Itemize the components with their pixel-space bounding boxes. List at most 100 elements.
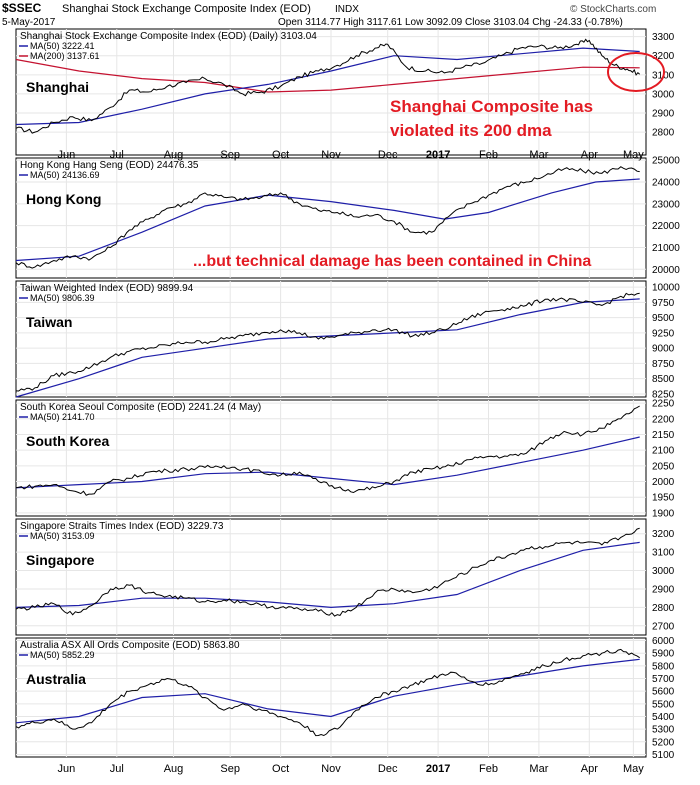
- annotation-shanghai-line1: Shanghai Composite has: [390, 97, 593, 116]
- panel-south-korea: 1900 1950 2000 2050 2100 2150 2200 2250 South Ko…: [15, 399, 675, 519]
- y-tick-label: 20000: [652, 265, 680, 276]
- x-tick-label: Oct: [272, 763, 289, 775]
- highlight-circle: [607, 52, 665, 92]
- panel-name: Shanghai: [26, 79, 89, 95]
- x-tick-label: May: [623, 763, 644, 775]
- y-tick-label: 5500: [652, 699, 675, 710]
- x-tick-label: Aug: [164, 763, 184, 775]
- y-tick-label: 2800: [652, 603, 675, 614]
- legend-ma50: MA(50) 3153.09: [30, 531, 95, 541]
- y-tick-label: 6000: [652, 636, 675, 647]
- legend-title: Hong Kong Hang Seng (EOD) 24476.35: [20, 160, 199, 171]
- price-line: [15, 648, 640, 737]
- date-label: 5-May-2017: [2, 17, 56, 28]
- price-line: [15, 527, 640, 617]
- y-tick-label: 5800: [652, 661, 675, 672]
- y-tick-label: 5900: [652, 649, 675, 660]
- y-tick-label: 2800: [652, 128, 675, 139]
- y-tick-label: 9750: [652, 298, 675, 309]
- legend-title: Taiwan Weighted Index (EOD) 9899.94: [20, 283, 194, 294]
- panel-name: Australia: [26, 671, 86, 687]
- y-tick-label: 5700: [652, 674, 675, 685]
- x-tick-label: 2017: [426, 149, 450, 161]
- x-tick-label: Apr: [581, 763, 598, 775]
- panel-hong-kong: 20000 21000 22000 23000 24000 25000 Hong Kong …: [15, 156, 680, 279]
- y-tick-label: 2250: [652, 399, 675, 410]
- panels: 2800 2900 3000 3100 3200 3300 Shanghai Stock E…: [15, 28, 680, 761]
- y-tick-label: 1950: [652, 493, 675, 504]
- y-tick-label: 8250: [652, 389, 675, 400]
- x-tick-label: Jun: [58, 763, 76, 775]
- ma50-line: [15, 47, 640, 126]
- y-tick-label: 2100: [652, 446, 675, 457]
- ma50-line: [15, 436, 640, 489]
- y-tick-label: 5400: [652, 712, 675, 723]
- y-tick-label: 2000: [652, 477, 675, 488]
- panel-singapore: 2700 2800 2900 3000 3100 3200 Singapore Strait…: [15, 518, 675, 636]
- price-line: [15, 166, 640, 269]
- x-tick-label: Dec: [378, 149, 398, 161]
- x-tick-label: Aug: [164, 149, 184, 161]
- ma200-line: [15, 58, 640, 93]
- panel-name: Singapore: [26, 552, 95, 568]
- watermark: © StockCharts.com: [570, 4, 656, 15]
- x-tick-label: Sep: [220, 149, 240, 161]
- y-tick-label: 2200: [652, 414, 675, 425]
- x-tick-label: Jul: [110, 763, 124, 775]
- ma50-line: [15, 298, 640, 398]
- x-tick-label: 2017: [426, 763, 450, 775]
- x-tick-label: Nov: [321, 149, 341, 161]
- y-tick-label: 2900: [652, 584, 675, 595]
- x-tick-label: Feb: [479, 149, 498, 161]
- header-title: Shanghai Stock Exchange Composite Index …: [62, 3, 311, 15]
- y-tick-label: 3200: [652, 51, 675, 62]
- x-tick-label: Feb: [479, 763, 498, 775]
- y-tick-label: 5300: [652, 725, 675, 736]
- x-tick-label: May: [623, 149, 644, 161]
- panel-taiwan: 8250 8500 8750 9000 9250 9500 9750 10000 Taiwan …: [15, 280, 680, 400]
- legend-ma50: MA(50) 9806.39: [30, 293, 95, 303]
- x-axis: Jun Jul Aug Sep Oct Nov Dec 2017 Feb Mar Apr May Jun…: [58, 149, 645, 775]
- x-tick-label: Jun: [58, 149, 76, 161]
- y-tick-label: 9500: [652, 313, 675, 324]
- legend-ma50: MA(50) 2141.70: [30, 412, 95, 422]
- symbol-label: $SSEC: [2, 1, 42, 15]
- y-tick-label: 2050: [652, 461, 675, 472]
- legend-title: Australia ASX All Ords Composite (EOD) 5…: [20, 640, 240, 651]
- ohlc-readout: Open 3114.77 High 3117.61 Low 3092.09 Cl…: [278, 17, 623, 28]
- panel-name: Taiwan: [26, 314, 72, 330]
- y-tick-label: 5600: [652, 687, 675, 698]
- y-tick-label: 8500: [652, 374, 675, 385]
- y-tick-label: 1900: [652, 508, 675, 519]
- y-tick-label: 8750: [652, 359, 675, 370]
- price-line: [15, 405, 640, 496]
- y-tick-label: 3000: [652, 566, 675, 577]
- y-tick-label: 10000: [652, 283, 680, 294]
- x-tick-label: Nov: [321, 763, 341, 775]
- legend-ma50: MA(50) 24136.69: [30, 170, 100, 180]
- x-tick-label: Oct: [272, 149, 289, 161]
- price-line: [15, 38, 641, 134]
- legend-ma50: MA(50) 3222.41: [30, 41, 95, 51]
- y-tick-label: 25000: [652, 156, 680, 167]
- y-tick-label: 3200: [652, 529, 675, 540]
- ma50-line: [15, 178, 640, 262]
- x-tick-label: Mar: [529, 763, 548, 775]
- legend-title: Singapore Straits Times Index (EOD) 3229…: [20, 521, 224, 532]
- x-tick-label: Dec: [378, 763, 398, 775]
- exchange-label: INDX: [335, 4, 359, 15]
- legend-ma50: MA(50) 5852.29: [30, 650, 95, 660]
- y-tick-label: 22000: [652, 221, 680, 232]
- y-tick-label: 9250: [652, 328, 675, 339]
- x-tick-label: Mar: [529, 149, 548, 161]
- y-tick-label: 2700: [652, 621, 675, 632]
- y-tick-label: 2900: [652, 109, 675, 120]
- legend-title: South Korea Seoul Composite (EOD) 2241.2…: [20, 402, 261, 413]
- y-tick-label: 9000: [652, 344, 675, 355]
- y-tick-label: 5200: [652, 737, 675, 748]
- annotation-hong-kong: ...but technical damage has been contain…: [193, 253, 591, 270]
- y-tick-label: 3100: [652, 548, 675, 559]
